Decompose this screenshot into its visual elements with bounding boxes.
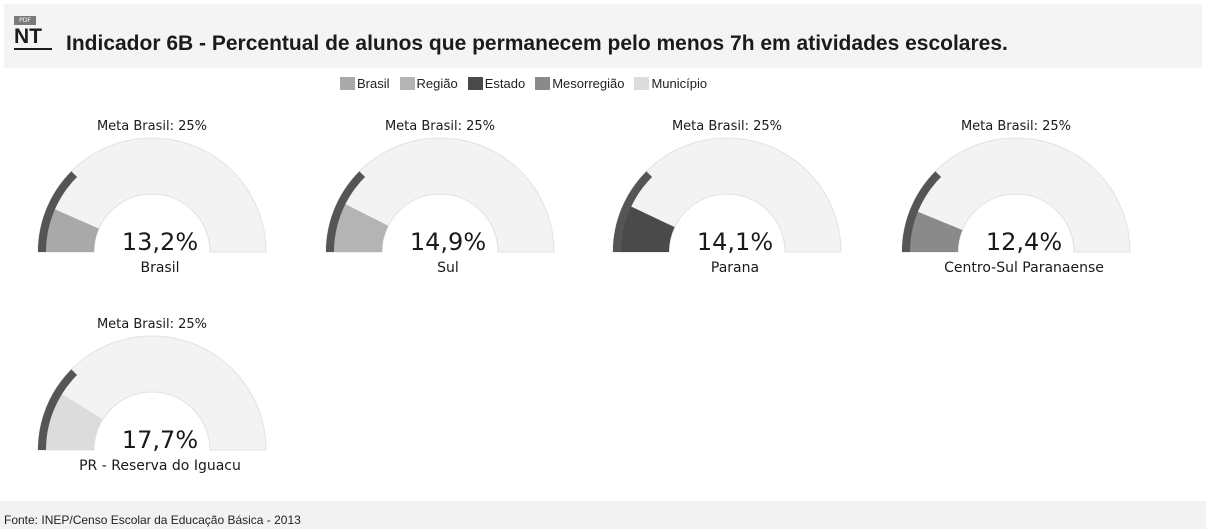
gauge-name-label: PR - Reserva do Iguacu bbox=[79, 458, 241, 474]
gauge-value-label: 14,1% bbox=[697, 228, 773, 256]
gauge-value-arc bbox=[612, 203, 675, 252]
legend-item-brasil: Brasil bbox=[340, 76, 390, 91]
gauge-meta-band bbox=[613, 171, 653, 252]
nt-label: NT bbox=[14, 26, 52, 50]
gauge-name-label: Sul bbox=[437, 260, 459, 276]
legend-swatch-mesorregiao bbox=[535, 76, 551, 90]
gauge-charts: Meta Brasil: 25% 13,2% Brasil Meta Brasil: … bbox=[37, 119, 1131, 474]
gauge-meta-band bbox=[38, 171, 78, 252]
meta-label: Meta Brasil: 25% bbox=[97, 317, 207, 332]
gauge-value-label: 17,7% bbox=[122, 426, 198, 454]
meta-label: Meta Brasil: 25% bbox=[672, 119, 782, 134]
nt-document-icon[interactable]: PDF NT bbox=[14, 16, 54, 50]
meta-label: Meta Brasil: 25% bbox=[961, 119, 1071, 134]
legend-swatch-estado bbox=[467, 76, 483, 90]
gauge-name-label: Brasil bbox=[140, 260, 179, 276]
legend-item-municipio: Município bbox=[634, 76, 707, 91]
legend-swatch-brasil bbox=[340, 76, 355, 90]
legend-label-regiao: Região bbox=[416, 75, 458, 91]
legend: Brasil Região Estado Mesorregião Municíp… bbox=[340, 73, 707, 93]
legend-item-regiao: Região bbox=[399, 75, 458, 91]
gauge-track bbox=[901, 137, 1131, 253]
footer-bar: Fonte: INEP/Censo Escolar da Educação Bá… bbox=[0, 501, 1206, 529]
gauge-value-arc bbox=[326, 200, 389, 252]
gauge-name-label: Parana bbox=[711, 260, 759, 276]
legend-item-estado: Estado bbox=[467, 75, 526, 91]
legend-label-mesorregiao: Mesorregião bbox=[552, 75, 625, 91]
gauge-name-label: Centro-Sul Paranaense bbox=[944, 260, 1104, 276]
gauge-value-arc bbox=[902, 208, 963, 252]
gauge-track bbox=[612, 137, 842, 253]
gauge-meta-band bbox=[326, 171, 366, 252]
gauge-track bbox=[37, 137, 267, 253]
header-bar: PDF NT Indicador 6B - Percentual de alun… bbox=[4, 4, 1202, 68]
gauge-meta-band bbox=[902, 171, 942, 252]
pdf-badge: PDF bbox=[14, 16, 36, 25]
gauge-value-label: 14,9% bbox=[410, 228, 486, 256]
legend-swatch-regiao bbox=[399, 76, 415, 90]
meta-label: Meta Brasil: 25% bbox=[385, 119, 495, 134]
gauge-value-arc bbox=[38, 206, 99, 252]
gauge-value-label: 12,4% bbox=[986, 228, 1062, 256]
gauge-value-label: 13,2% bbox=[122, 228, 198, 256]
chart-title: Indicador 6B - Percentual de alunos que … bbox=[66, 32, 1008, 55]
legend-item-mesorregiao: Mesorregião bbox=[535, 76, 624, 91]
legend-label-estado: Estado bbox=[484, 75, 526, 91]
gauge-meta-band bbox=[38, 369, 78, 450]
legend-swatch-municipio bbox=[634, 76, 650, 90]
legend-label-brasil: Brasil bbox=[357, 75, 390, 91]
source-note: Fonte: INEP/Censo Escolar da Educação Bá… bbox=[4, 513, 301, 527]
meta-label: Meta Brasil: 25% bbox=[97, 119, 207, 134]
legend-label-municipio: Município bbox=[651, 75, 708, 91]
